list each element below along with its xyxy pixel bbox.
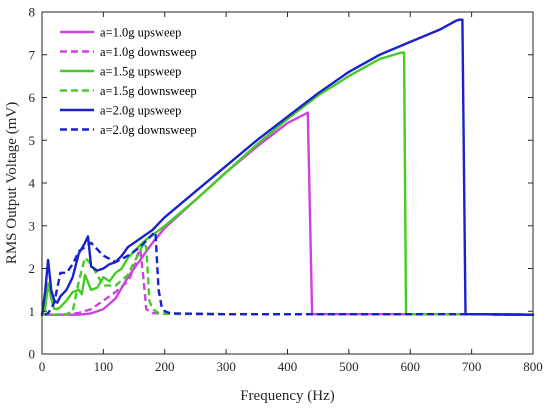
x-tick-label: 400: [278, 359, 298, 374]
y-tick-label: 8: [29, 5, 36, 20]
x-tick-label: 100: [94, 359, 114, 374]
series-line-5: [40, 18, 535, 316]
x-tick-label: 0: [39, 359, 46, 374]
y-tick-label: 4: [29, 176, 36, 191]
legend-label-3: a=1.5g upsweep: [100, 65, 181, 79]
series-line-3: [40, 51, 535, 316]
legend-label-5: a=2.0g upsweep: [100, 104, 181, 118]
y-tick-label: 0: [29, 347, 36, 362]
x-tick-label: 700: [462, 359, 482, 374]
x-tick-label: 300: [216, 359, 236, 374]
y-tick-label: 2: [29, 261, 36, 276]
y-tick-label: 3: [29, 218, 36, 233]
plot-series: [40, 18, 535, 316]
series-line-6: [41, 230, 534, 316]
x-tick-label: 200: [155, 359, 175, 374]
x-tick-label: 600: [401, 359, 421, 374]
y-tick-label: 1: [29, 304, 36, 319]
x-axis-label: Frequency (Hz): [240, 388, 335, 404]
x-tick-label: 500: [339, 359, 359, 374]
legend-label-2: a=1.0g downsweep: [100, 45, 197, 59]
legend-label-4: a=1.5g downsweep: [100, 84, 197, 98]
legend-label-1: a=1.0g upsweep: [100, 26, 181, 40]
legend: a=1.0g upsweep a=1.0g downsweep a=1.5g ups…: [60, 26, 197, 137]
y-tick-label: 7: [29, 47, 36, 62]
x-tick-label: 800: [523, 359, 543, 374]
y-axis-label: RMS Output Voltage (mV): [4, 102, 20, 264]
axis-ticks: [41, 11, 534, 355]
y-tick-label: 5: [29, 133, 36, 148]
axis-tick-labels: 0 100 200 300 400 500 600 700 800 0 1 2 3 4 5 6 7 8: [29, 5, 543, 375]
y-tick-label: 6: [29, 90, 36, 105]
legend-label-6: a=2.0g downsweep: [100, 123, 197, 137]
